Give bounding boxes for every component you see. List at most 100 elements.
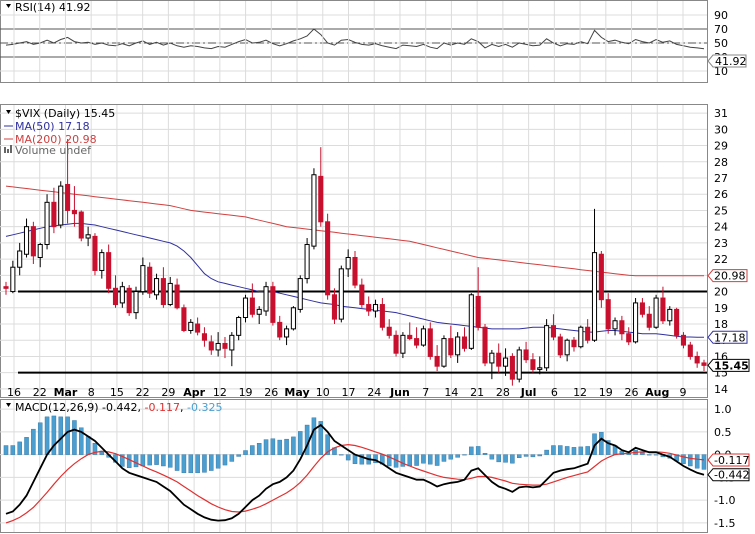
candle-body xyxy=(420,328,426,346)
price-collapse-icon[interactable] xyxy=(6,110,11,114)
candle xyxy=(598,251,604,308)
macd-hist-bar xyxy=(250,445,255,455)
macd-hist-bar xyxy=(359,454,365,465)
rsi-legend: RSI(14) 41.92 xyxy=(6,1,90,14)
macd-hist-bar xyxy=(72,420,77,455)
candle-body xyxy=(256,308,262,315)
candle-body xyxy=(674,308,680,336)
candle-body xyxy=(10,266,16,293)
date-tick-label: 14 xyxy=(444,386,458,399)
candle xyxy=(564,338,570,362)
macd-hist-bar xyxy=(161,454,166,467)
candle-body xyxy=(434,355,440,367)
price-tick-label: 19 xyxy=(714,302,728,315)
candle xyxy=(78,210,84,242)
candle xyxy=(530,353,536,373)
rsi-panel: 9070503010 RSI(14) 41.92 41.92 xyxy=(0,0,747,83)
rsi-tick-label: 50 xyxy=(714,37,728,50)
macd-hist-bar xyxy=(544,449,549,455)
macd-hist-bar xyxy=(448,454,454,460)
macd-hist-bar xyxy=(434,454,440,466)
signal-line xyxy=(5,443,705,524)
price-tick-label: 27 xyxy=(714,172,728,185)
candle xyxy=(379,298,385,331)
macd-hist-bar xyxy=(407,454,412,467)
date-tick-label: 9 xyxy=(680,386,687,399)
candle-body xyxy=(325,221,331,296)
candle xyxy=(65,139,71,224)
macd-hist-bar xyxy=(640,452,645,455)
signal-tag-text: -0.117 xyxy=(714,454,749,467)
candle xyxy=(304,238,310,284)
date-tick-label: 12 xyxy=(213,386,227,399)
price-tick-label: 26 xyxy=(714,188,728,201)
candle xyxy=(701,359,707,372)
macd-hist-bar xyxy=(400,454,406,467)
candle-body xyxy=(455,336,461,356)
date-tick-label: Jul xyxy=(520,386,537,399)
candle-body xyxy=(181,307,187,331)
candle xyxy=(448,325,454,359)
macd-hist-bar xyxy=(475,446,481,455)
candle xyxy=(427,322,433,360)
candle-body xyxy=(30,226,36,257)
macd-hist-bar xyxy=(154,454,159,465)
macd-hist-bar xyxy=(120,454,125,467)
candle xyxy=(461,327,468,352)
date-tick-label: 17 xyxy=(342,386,356,399)
candle xyxy=(550,314,557,341)
last-tag-box xyxy=(707,358,750,372)
candle xyxy=(393,330,399,357)
candle xyxy=(112,275,119,308)
macd-hist-bar xyxy=(17,441,22,455)
candle xyxy=(366,296,372,316)
candle-body xyxy=(496,352,502,367)
candle xyxy=(694,351,700,368)
macd-hist-bar xyxy=(133,454,139,468)
candle xyxy=(441,335,447,368)
price-tick-label: 14 xyxy=(714,383,728,396)
candle-body xyxy=(106,252,112,289)
candle-body xyxy=(502,357,509,367)
candle xyxy=(400,332,406,359)
candle xyxy=(318,147,324,227)
candle-body xyxy=(544,325,550,369)
candle xyxy=(23,218,30,258)
candle-body xyxy=(482,326,488,364)
macd-hist-bar xyxy=(147,454,152,466)
last-price-tag: 15.45 xyxy=(707,358,750,372)
candle xyxy=(3,281,9,295)
rsi-collapse-icon[interactable] xyxy=(6,4,11,8)
candle xyxy=(386,319,392,339)
macd-histogram xyxy=(3,415,707,474)
macd-hist-bar xyxy=(58,416,63,455)
macd-hist-bar xyxy=(31,428,36,455)
price-tick-label: 18 xyxy=(714,318,728,331)
macd-hist-bar xyxy=(688,454,693,467)
candle xyxy=(290,306,296,331)
date-tick-label: 24 xyxy=(367,386,381,399)
macd-hist-bar xyxy=(605,440,611,455)
candle-body xyxy=(407,334,413,340)
candle xyxy=(516,346,522,383)
candle xyxy=(626,327,632,346)
macd-hist-bar xyxy=(373,454,378,464)
candle-body xyxy=(612,320,618,330)
candle xyxy=(352,251,358,289)
macd-hist-bar xyxy=(325,434,330,455)
date-tick-label: 19 xyxy=(599,386,613,399)
macd-collapse-icon[interactable] xyxy=(6,403,11,407)
macd-hist-bar xyxy=(284,438,289,455)
candle xyxy=(509,353,515,386)
candle xyxy=(201,327,208,347)
macd-hist-bar xyxy=(558,445,563,455)
candle xyxy=(140,257,146,295)
candle-body xyxy=(23,226,30,255)
rsi-axis: 9070503010 xyxy=(714,9,728,78)
macd-hist-bar xyxy=(181,454,187,474)
rsi-value-tag: 41.92 xyxy=(707,54,747,68)
candle xyxy=(188,319,194,334)
candle-body xyxy=(236,317,242,336)
date-tick-label: 28 xyxy=(496,386,510,399)
date-tick-label: 26 xyxy=(625,386,639,399)
